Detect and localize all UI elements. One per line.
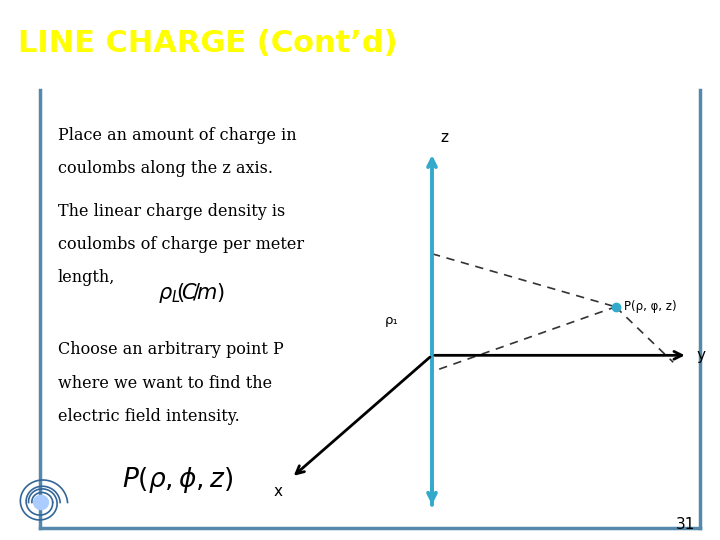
Text: z: z xyxy=(441,130,449,145)
Text: y: y xyxy=(697,348,706,363)
Text: coulombs of charge per meter: coulombs of charge per meter xyxy=(58,236,304,253)
Text: Choose an arbitrary point P: Choose an arbitrary point P xyxy=(58,341,284,359)
Text: x: x xyxy=(274,484,283,498)
Text: length,: length, xyxy=(58,269,115,286)
Text: coulombs along the z axis.: coulombs along the z axis. xyxy=(58,160,273,177)
Text: ρ₁: ρ₁ xyxy=(385,314,399,327)
Polygon shape xyxy=(34,495,48,510)
Text: $P(\rho,\phi,z)$: $P(\rho,\phi,z)$ xyxy=(122,465,233,495)
Text: $\rho_L\!\left(\!\mathit{C}\!/\!\mathit{m}\right)$: $\rho_L\!\left(\!\mathit{C}\!/\!\mathit{… xyxy=(158,281,225,305)
Text: Place an amount of charge in: Place an amount of charge in xyxy=(58,127,296,144)
Text: P(ρ, φ, z): P(ρ, φ, z) xyxy=(624,300,677,313)
Text: LINE CHARGE (Cont’d): LINE CHARGE (Cont’d) xyxy=(18,29,397,58)
Text: electric field intensity.: electric field intensity. xyxy=(58,408,239,425)
Text: where we want to find the: where we want to find the xyxy=(58,375,271,392)
Text: 31: 31 xyxy=(675,517,695,532)
Text: The linear charge density is: The linear charge density is xyxy=(58,203,285,220)
